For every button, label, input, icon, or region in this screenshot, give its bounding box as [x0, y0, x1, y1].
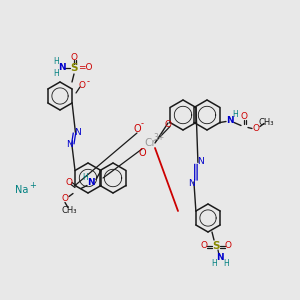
Text: +: +: [30, 181, 36, 190]
Text: O: O: [253, 124, 260, 133]
Text: N: N: [74, 128, 81, 137]
Text: =O: =O: [78, 64, 92, 73]
Text: N: N: [87, 178, 95, 187]
Text: O: O: [224, 242, 232, 250]
Text: 3+: 3+: [153, 134, 165, 142]
Text: H: H: [223, 260, 229, 268]
Text: N: N: [198, 157, 204, 166]
Text: O: O: [138, 148, 146, 158]
Text: N: N: [226, 116, 234, 125]
Text: O: O: [164, 120, 172, 129]
Text: CH₃: CH₃: [258, 118, 274, 127]
Text: -: -: [86, 77, 89, 86]
Text: N: N: [67, 140, 73, 149]
Text: H: H: [53, 70, 59, 79]
Text: O: O: [200, 242, 208, 250]
Text: H: H: [211, 260, 217, 268]
Text: O: O: [79, 82, 86, 91]
Text: O: O: [133, 124, 141, 134]
Text: S: S: [212, 241, 220, 251]
Text: S: S: [70, 63, 78, 73]
Text: Cr: Cr: [144, 138, 156, 148]
Text: H: H: [53, 58, 59, 67]
Text: O: O: [61, 194, 68, 203]
Text: O: O: [70, 53, 77, 62]
Text: O: O: [241, 112, 248, 121]
Text: O: O: [65, 178, 73, 187]
Text: H: H: [82, 173, 88, 182]
Text: N: N: [188, 179, 195, 188]
Text: N: N: [58, 64, 66, 73]
Text: N: N: [216, 254, 224, 262]
Text: -: -: [140, 119, 143, 128]
Text: Na: Na: [15, 185, 29, 195]
Text: H: H: [232, 110, 238, 119]
Text: CH₃: CH₃: [61, 206, 77, 215]
